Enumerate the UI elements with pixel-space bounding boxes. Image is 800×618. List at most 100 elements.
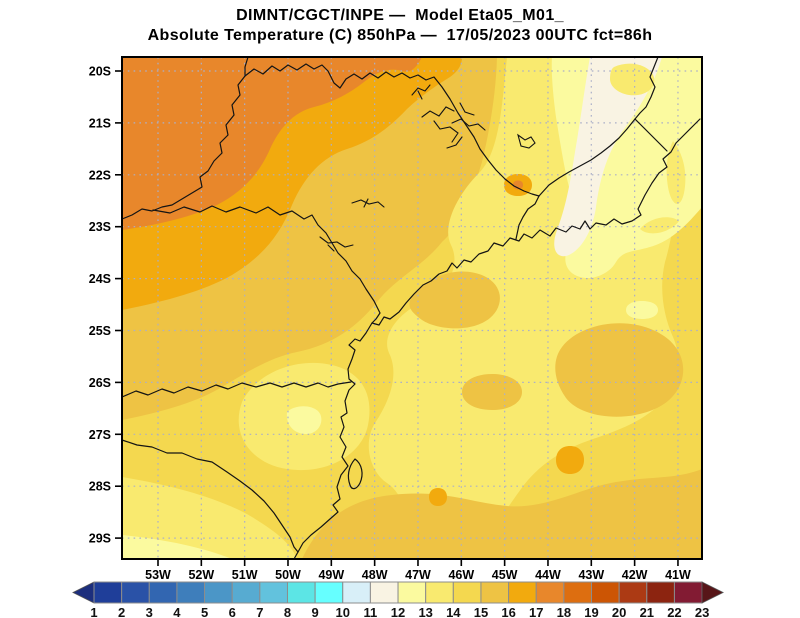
colorbar-tick-label: 9 <box>312 605 319 618</box>
colorbar-tick-label: 6 <box>229 605 236 618</box>
colorbar-segment <box>231 581 261 604</box>
colorbar-segment <box>535 581 565 604</box>
band-12-13-spot <box>122 535 232 559</box>
state-border-mg-rj <box>538 118 636 197</box>
colorbar-tick-label: 5 <box>201 605 208 618</box>
colorbar-tick-label: 14 <box>446 605 461 618</box>
colorbar-segment <box>342 581 371 604</box>
lat-tick-label: 24S <box>89 272 111 286</box>
lat-tick-label: 22S <box>89 168 111 182</box>
colorbar-segment <box>452 581 482 604</box>
band-15-16-blob <box>555 323 684 417</box>
band-11-12 <box>554 57 662 257</box>
colorbar-segment <box>480 581 510 604</box>
band-13-14-sw-wedge <box>122 477 297 559</box>
colorbar-tick-label: 17 <box>529 605 543 618</box>
reservoir-outline <box>517 133 536 149</box>
colorbar-tick-label: 22 <box>667 605 681 618</box>
map-area <box>121 56 703 560</box>
colorbar-right-arrow <box>701 581 724 604</box>
lat-tick-label: 25S <box>89 324 111 338</box>
figure-title-line2: Absolute Temperature (C) 850hPa — 17/05/… <box>147 27 653 44</box>
lat-tick-label: 27S <box>89 428 111 442</box>
state-border-rio-grande <box>244 63 540 197</box>
island-outline <box>347 458 363 490</box>
lon-tick-label: 42W <box>622 568 648 582</box>
colorbar-tick-label: 15 <box>474 605 488 618</box>
lon-tick-label: 51W <box>232 568 258 582</box>
lon-tick-label: 47W <box>405 568 431 582</box>
state-border-mg-es <box>634 56 659 120</box>
lon-tick-label: 41W <box>665 568 691 582</box>
lon-tick-label: 45W <box>492 568 518 582</box>
lon-tick-label: 43W <box>578 568 604 582</box>
colorbar-tick-label: 10 <box>336 605 350 618</box>
band-13-14-ne-patch <box>666 141 686 204</box>
colorbar-tick-label: 2 <box>118 605 125 618</box>
colorbar-segment <box>314 581 344 604</box>
colorbar-segment <box>259 581 288 604</box>
colorbar-segment <box>618 581 648 604</box>
state-border-parana-river <box>121 56 249 220</box>
coastline <box>293 118 701 560</box>
colorbar-segment <box>204 581 233 604</box>
colorbar-tick-label: 16 <box>501 605 515 618</box>
colorbar-tick-label: 23 <box>695 605 709 618</box>
map-frame <box>121 56 703 560</box>
reservoir-outline <box>421 102 486 149</box>
colorbar-tick-label: 21 <box>640 605 654 618</box>
colorbar-tick-label: 11 <box>364 605 378 618</box>
figure-title-line1: DIMNT/CGCT/INPE — Model Eta05_M01_ <box>236 7 564 24</box>
lakes-reservoirs <box>319 84 536 252</box>
lat-tick-label: 21S <box>89 116 111 130</box>
state-border-es-rj <box>634 118 668 152</box>
lat-tick-label: 23S <box>89 220 111 234</box>
colorbar: 1 2 3 4 5 6 7 8 9 10 11 12 13 14 15 16 17 18 19 20 21 22 23 <box>72 581 724 618</box>
colorbar-left-arrow <box>72 581 95 604</box>
reservoir-outline <box>411 84 431 100</box>
lat-tick-label: 20S <box>89 65 111 79</box>
colorbar-segment <box>591 581 620 604</box>
colorbar-tick-label: 19 <box>584 605 598 618</box>
band-12-13-spot <box>626 301 658 319</box>
lon-tick-label: 49W <box>318 568 344 582</box>
colorbar-tick-label: 20 <box>612 605 626 618</box>
colorbar-segment <box>673 581 703 604</box>
colorbar-segment <box>508 581 537 604</box>
colorbar-segment <box>369 581 399 604</box>
colorbar-segment <box>563 581 593 604</box>
colorbar-segment <box>148 581 178 604</box>
colorbar-tick-label: 1 <box>90 605 97 618</box>
state-border-pr-sc <box>121 381 352 398</box>
lon-tick-label: 52W <box>188 568 214 582</box>
band-13-14-ne-patch <box>640 217 679 234</box>
colorbar-segment <box>121 581 150 604</box>
lat-tick-label: 26S <box>89 376 111 390</box>
state-border-sp-pr <box>152 205 381 324</box>
colorbar-tick-label: 13 <box>418 605 432 618</box>
colorbar-tick-label: 12 <box>391 605 405 618</box>
reservoir-outline <box>351 198 385 208</box>
lon-tick-label: 53W <box>145 568 171 582</box>
colorbar-segment <box>176 581 206 604</box>
temperature-field <box>122 57 702 559</box>
colorbar-tick-label: 4 <box>173 605 181 618</box>
colorbar-segment <box>397 581 427 604</box>
band-16-17-blob <box>429 488 447 506</box>
band-15-16-blob <box>409 271 500 329</box>
colorbar-tick-label: 3 <box>146 605 153 618</box>
colorbar-segment <box>286 581 316 604</box>
state-border-rj-sp <box>515 195 540 240</box>
lon-tick-label: 44W <box>535 568 561 582</box>
colorbar-segment <box>93 581 123 604</box>
lat-lon-gridlines <box>122 57 702 559</box>
band-15-16-blob <box>462 374 522 410</box>
state-border-sc-rs <box>121 439 299 553</box>
colorbar-tick-label: 18 <box>557 605 571 618</box>
band-12-13-spot <box>286 406 322 435</box>
lat-tick-label: 28S <box>89 480 111 494</box>
lat-tick-label: 29S <box>89 532 111 546</box>
band-16-17-blob <box>556 446 584 474</box>
